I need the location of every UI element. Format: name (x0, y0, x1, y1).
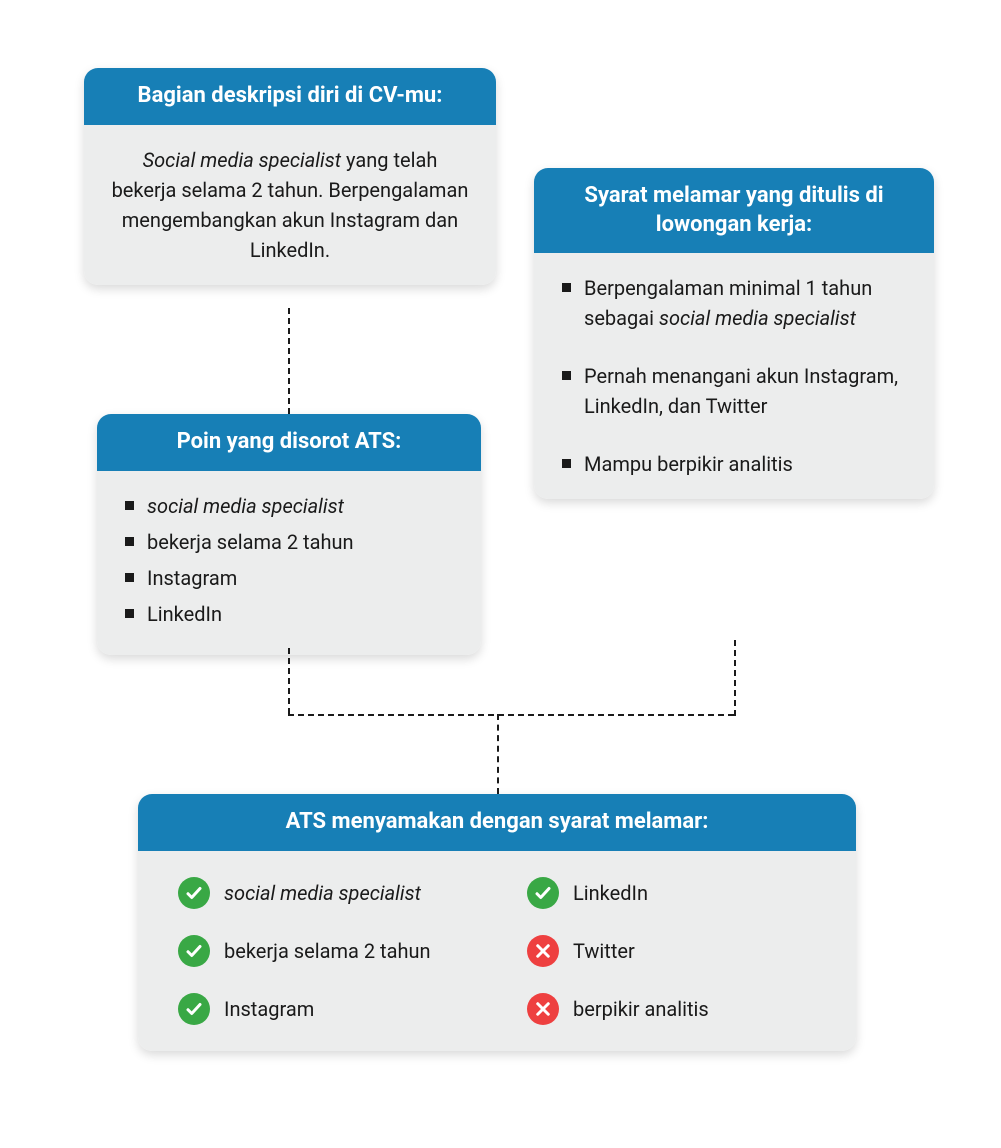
ats-match-grid: social media specialist LinkedIn bekerja s… (138, 851, 856, 1051)
check-icon (178, 877, 210, 909)
card-job-body: Berpengalaman minimal 1 tahun sebagai so… (534, 253, 934, 499)
cross-icon (527, 935, 559, 967)
match-item-label: berpikir analitis (573, 994, 709, 1024)
card-cv-body: Social media specialist yang telah beker… (84, 125, 496, 285)
cross-icon (527, 993, 559, 1025)
match-item: Instagram (178, 993, 467, 1025)
list-item: Berpengalaman minimal 1 tahun sebagai so… (558, 273, 910, 333)
ats-points-list: social media specialist bekerja selama 2 … (121, 491, 457, 629)
card-ats-points-title: Poin yang disorot ATS: (97, 414, 481, 471)
match-item-label: bekerja selama 2 tahun (224, 936, 431, 966)
match-item: LinkedIn (527, 877, 816, 909)
card-cv-description: Bagian deskripsi diri di CV-mu: Social m… (84, 68, 496, 285)
card-ats-match-title: ATS menyamakan dengan syarat melamar: (138, 794, 856, 851)
card-ats-points: Poin yang disorot ATS: social media spec… (97, 414, 481, 655)
card-ats-points-body: social media specialist bekerja selama 2 … (97, 471, 481, 655)
match-item: bekerja selama 2 tahun (178, 935, 467, 967)
match-item-label: LinkedIn (573, 878, 648, 908)
match-item: berpikir analitis (527, 993, 816, 1025)
check-icon (527, 877, 559, 909)
job-requirements-list: Berpengalaman minimal 1 tahun sebagai so… (558, 273, 910, 479)
connector-line (288, 714, 734, 716)
list-item: LinkedIn (121, 599, 457, 629)
card-ats-match: ATS menyamakan dengan syarat melamar: so… (138, 794, 856, 1051)
list-item: Mampu berpikir analitis (558, 449, 910, 479)
connector-line (497, 714, 499, 794)
match-item-label: Instagram (224, 994, 314, 1024)
card-job-title: Syarat melamar yang ditulis di lowongan … (534, 168, 934, 253)
check-icon (178, 935, 210, 967)
match-item-label: social media specialist (224, 878, 421, 908)
connector-line (288, 308, 290, 414)
connector-line (734, 640, 736, 716)
check-icon (178, 993, 210, 1025)
match-item-label: Twitter (573, 936, 635, 966)
connector-line (288, 648, 290, 714)
list-item: Pernah menangani akun Instagram, LinkedI… (558, 361, 910, 421)
match-item: Twitter (527, 935, 816, 967)
card-job-requirements: Syarat melamar yang ditulis di lowongan … (534, 168, 934, 499)
match-item: social media specialist (178, 877, 467, 909)
card-cv-title: Bagian deskripsi diri di CV-mu: (84, 68, 496, 125)
list-item: Instagram (121, 563, 457, 593)
card-ats-match-body: social media specialist LinkedIn bekerja s… (138, 851, 856, 1051)
list-item: bekerja selama 2 tahun (121, 527, 457, 557)
list-item: social media specialist (121, 491, 457, 521)
